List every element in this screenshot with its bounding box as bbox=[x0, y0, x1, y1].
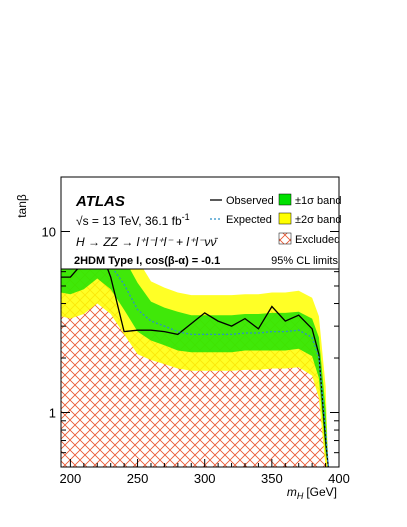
process-label: H → ZZ → l⁺l⁻l⁺l⁻ + l⁺l⁻νν̄ bbox=[76, 235, 218, 249]
y-tick-label: 1 bbox=[49, 406, 56, 421]
x-tick-label: 250 bbox=[127, 471, 149, 486]
legend-band1-swatch bbox=[278, 193, 292, 206]
legend-excluded-label: Excluded bbox=[295, 234, 340, 246]
band-1sigma-area bbox=[61, 234, 329, 467]
legend: Observed Expected ±1σ band ±2σ band Excl… bbox=[210, 193, 341, 246]
legend-band2-label: ±2σ band bbox=[295, 214, 341, 226]
y-axis-title: tanβ bbox=[15, 194, 29, 218]
x-tick-label: 300 bbox=[194, 471, 216, 486]
cl-label: 95% CL limits bbox=[271, 255, 338, 267]
expected-line bbox=[61, 254, 329, 467]
x-tick-label: 400 bbox=[328, 471, 350, 486]
y-tick-label: 10 bbox=[42, 224, 56, 239]
band-1sigma bbox=[61, 234, 329, 467]
legend-band2-swatch bbox=[278, 212, 292, 225]
x-axis-title: mH [GeV] bbox=[287, 485, 337, 501]
legend-observed-label: Observed bbox=[226, 195, 274, 207]
experiment-label: ATLAS bbox=[75, 193, 125, 210]
model-label: 2HDM Type I, cos(β-α) = -0.1 bbox=[74, 255, 220, 267]
energy-label: √s = 13 TeV, 36.1 fb-1 bbox=[76, 212, 190, 228]
axes: 200 250 300 350 400 1 10 bbox=[42, 224, 350, 486]
x-tick-label: 350 bbox=[261, 471, 283, 486]
legend-band1-label: ±1σ band bbox=[295, 195, 341, 207]
legend-excluded-swatch bbox=[278, 232, 292, 245]
legend-expected-label: Expected bbox=[226, 214, 272, 226]
x-tick-label: 200 bbox=[60, 471, 82, 486]
legend-background bbox=[61, 177, 339, 269]
plot-frame bbox=[60, 176, 340, 468]
